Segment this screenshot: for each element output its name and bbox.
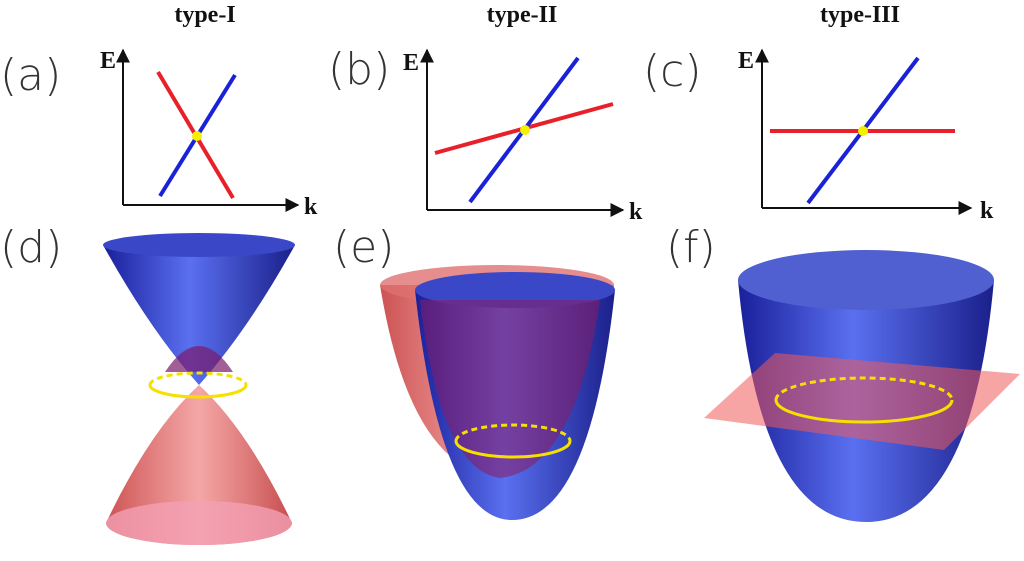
node	[858, 126, 868, 136]
axis-label: E	[403, 50, 419, 76]
fermi-ring	[454, 440, 572, 459]
upper-cone	[103, 245, 295, 385]
axis-label: E	[738, 48, 754, 74]
fermi-ring	[454, 423, 572, 442]
axis-label: k	[980, 198, 994, 224]
blue-rim	[415, 272, 615, 308]
axis-label: E	[100, 48, 116, 74]
node	[520, 125, 530, 135]
node	[192, 131, 202, 141]
fermi-ring	[774, 376, 954, 401]
panel-c: (c) type-III E k	[643, 2, 994, 224]
cone-top	[103, 233, 295, 257]
fermi-ring	[148, 371, 248, 386]
panel-e: (e)	[333, 222, 615, 520]
panel-label: (a)	[0, 50, 61, 101]
axis-label: k	[304, 194, 318, 220]
overlap	[165, 346, 233, 372]
flat-band	[704, 353, 1020, 450]
panel-title: type-II	[487, 2, 558, 28]
panel-title: type-III	[820, 2, 900, 28]
panel-label: (d)	[0, 222, 62, 273]
panel-label: (b)	[328, 44, 390, 95]
paraboloid-rim	[738, 250, 994, 310]
panel-a: (a) type-I E k	[0, 2, 318, 220]
axis-label: k	[629, 199, 643, 225]
panel-label: (c)	[643, 46, 702, 97]
panel-b: (b) type-II E k	[328, 2, 643, 225]
fermi-ring	[774, 399, 954, 424]
cone-base	[106, 501, 292, 545]
panel-d: (d)	[0, 222, 295, 545]
panel-title: type-I	[174, 2, 235, 28]
panel-f: (f)	[666, 222, 1020, 522]
fermi-ring	[148, 384, 248, 399]
panel-label: (e)	[333, 222, 394, 273]
panel-label: (f)	[666, 222, 716, 273]
